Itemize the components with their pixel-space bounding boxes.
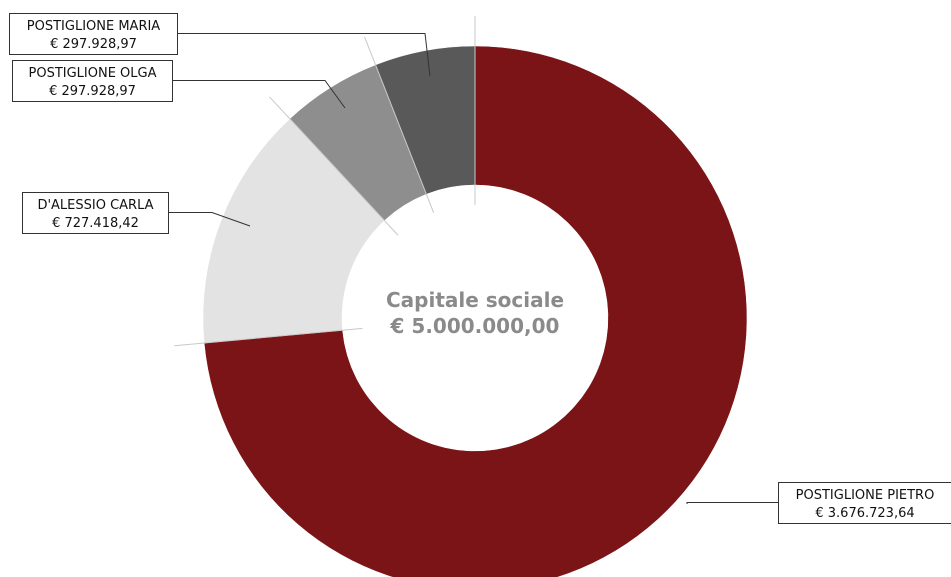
slice-separator — [269, 96, 399, 236]
label-box — [22, 192, 169, 234]
slice-label: POSTIGLIONE MARIA € 297.928,97 — [9, 13, 178, 55]
slice-name-label: POSTIGLIONE PIETRO — [796, 488, 935, 503]
slice-value-label: € 297.928,97 — [50, 37, 137, 52]
label-box — [9, 13, 178, 55]
slice-value-label: € 3.676.723,64 — [815, 506, 914, 521]
center-title: Capitale sociale — [386, 288, 564, 312]
leader-line — [168, 212, 251, 227]
leader-line — [686, 502, 778, 504]
slice-name-label: D'ALESSIO CARLA — [37, 198, 153, 213]
leader-line — [172, 80, 346, 109]
slice-separator — [174, 327, 363, 347]
label-box — [778, 482, 951, 524]
label-box — [12, 60, 173, 102]
slice-value-label: € 727.418,42 — [52, 216, 139, 231]
slice-labels: POSTIGLIONE PIETRO € 3.676.723,64 D'ALESSI… — [9, 13, 951, 524]
slice-label: D'ALESSIO CARLA € 727.418,42 — [22, 192, 169, 234]
slice-label: POSTIGLIONE PIETRO € 3.676.723,64 — [778, 482, 951, 524]
center-value: € 5.000.000,00 — [390, 314, 560, 338]
slice-name-label: POSTIGLIONE MARIA — [27, 19, 161, 34]
slice-separator — [364, 36, 435, 214]
slice-postiglione-pietro — [203, 45, 748, 577]
slice-value-label: € 297.928,97 — [49, 84, 136, 99]
center-label: Capitale sociale € 5.000.000,00 — [386, 288, 564, 338]
slice-d-alessio-carla — [202, 118, 385, 344]
leader-line — [177, 33, 431, 77]
donut-slices — [202, 45, 748, 577]
slice-name-label: POSTIGLIONE OLGA — [29, 66, 157, 81]
leader-lines — [168, 16, 778, 504]
slice-label: POSTIGLIONE OLGA € 297.928,97 — [12, 60, 173, 102]
